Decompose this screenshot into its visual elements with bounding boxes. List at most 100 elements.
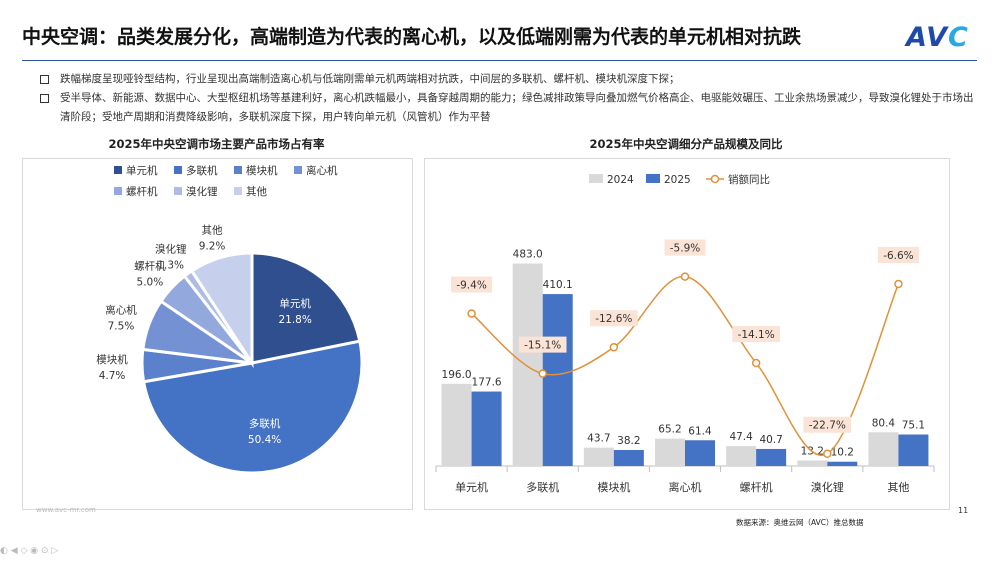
yoy-marker	[823, 449, 832, 458]
bar-2024	[726, 446, 757, 466]
x-tick-label: 其他	[887, 481, 909, 494]
legend-swatch	[589, 174, 603, 183]
bar-2025-label: 177.6	[472, 377, 502, 389]
pie-slice-name: 单元机	[279, 297, 311, 310]
page-number: 11	[958, 506, 969, 515]
bar-2024	[655, 438, 685, 466]
legend-label: 2025	[664, 174, 691, 186]
yoy-marker	[609, 342, 619, 352]
bar-2024-label: 80.4	[872, 417, 896, 429]
bar-2024-label: 47.4	[729, 431, 753, 443]
pie-slice-value: 50.4%	[248, 434, 281, 446]
bar-2024-label: 483.0	[513, 249, 543, 261]
yoy-label: -22.7%	[809, 420, 846, 432]
bar-2024-label: 196.0	[442, 369, 472, 381]
yoy-marker	[467, 309, 476, 318]
yoy-label-bg	[518, 336, 567, 353]
pie-slice-value: 5.0%	[137, 277, 164, 289]
x-tick-label: 多联机	[526, 480, 559, 494]
bar-2024	[441, 383, 472, 466]
legend-swatch	[114, 166, 122, 174]
legend-label: 其他	[246, 185, 267, 198]
bar-2025-label: 40.7	[759, 434, 782, 446]
pie-slice-value: 7.5%	[108, 320, 135, 332]
yoy-marker	[751, 358, 761, 368]
legend-swatch	[294, 166, 302, 174]
bar-2025	[471, 391, 502, 466]
pie-slice-value: 1.3%	[157, 260, 184, 272]
pie-slice-name: 模块机	[96, 353, 128, 366]
yoy-label-bg	[732, 326, 780, 343]
legend-label: 溴化锂	[186, 185, 218, 198]
bar-2025	[613, 449, 644, 466]
legend-marker	[710, 174, 720, 184]
pie-chart-title: 2025年中央空调市场主要产品市场占有率	[108, 137, 325, 151]
bar-2025	[685, 440, 715, 466]
pie-slice-value: 9.2%	[199, 240, 226, 252]
bar-2025	[542, 294, 573, 466]
legend-label: 2024	[607, 174, 634, 186]
bar-2024	[512, 263, 543, 466]
legend-label: 离心机	[306, 164, 338, 177]
pie-slice-name: 离心机	[105, 303, 137, 316]
data-source: 数据来源：奥维云网（AVC）推总数据	[736, 518, 864, 527]
toolbar-icons[interactable]: ◐ ◀ ◇ ◉ ⊙ ▷	[0, 546, 59, 556]
bullet-text: 受半导体、新能源、数据中心、大型枢纽机场等基建利好，离心机跌幅最小，具备穿越周期…	[60, 92, 974, 123]
page-title: 中央空调：品类发展分化，高端制造为代表的离心机，以及低端刚需为代表的单元机相对抗…	[22, 26, 802, 48]
legend-label: 单元机	[126, 164, 158, 177]
yoy-label: -14.1%	[738, 329, 775, 341]
legend-swatch	[114, 187, 122, 195]
legend-swatch	[174, 187, 182, 195]
yoy-label-bg	[451, 276, 493, 293]
bar-2024	[868, 432, 899, 466]
pie-slice	[189, 251, 254, 369]
x-tick-label: 模块机	[597, 480, 630, 494]
bar-2024-label: 65.2	[658, 424, 681, 436]
yoy-label-bg	[664, 239, 706, 256]
pie-slice-name: 其他	[202, 223, 223, 236]
x-tick-label: 离心机	[669, 480, 702, 494]
yoy-label: -6.6%	[883, 250, 913, 262]
yoy-label: -9.4%	[456, 279, 486, 291]
yoy-label: -5.9%	[670, 243, 700, 255]
summary-bullets: 跌幅梯度呈现哑铃型结构，行业呈现出高端制造离心机与低端刚需单元机两端相对抗跌，中…	[40, 70, 975, 127]
legend-swatch	[174, 166, 182, 174]
bullet-box-icon	[40, 75, 49, 84]
bar-2025-label: 10.2	[831, 447, 854, 459]
bar-2024	[583, 447, 614, 466]
yoy-label-bg	[877, 246, 919, 263]
yoy-marker	[538, 369, 547, 378]
footer-url: www.avc-mr.com	[36, 506, 96, 514]
bar-2025-label: 38.2	[617, 435, 640, 447]
pie-slice	[141, 339, 364, 475]
pie-slice-value: 21.8%	[278, 314, 311, 326]
x-tick-label: 单元机	[455, 480, 488, 494]
legend-label: 销额同比	[728, 173, 770, 186]
yoy-label: -15.1%	[524, 340, 561, 352]
pie-slice-name: 螺杆机	[134, 260, 166, 273]
legend-swatch	[646, 174, 660, 183]
bar-2025-label: 75.1	[902, 420, 925, 432]
yoy-label-bg	[590, 310, 638, 327]
yoy-marker	[894, 279, 903, 289]
bar-chart-title: 2025年中央空调细分产品规模及同比	[589, 137, 783, 151]
bar-2025-label: 410.1	[543, 279, 573, 291]
bullet-text: 跌幅梯度呈现哑铃型结构，行业呈现出高端制造离心机与低端刚需单元机两端相对抗跌，中…	[60, 73, 680, 85]
bar-2024	[797, 460, 828, 466]
bar-2025	[827, 461, 858, 466]
bullet-item: 受半导体、新能源、数据中心、大型枢纽机场等基建利好，离心机跌幅最小，具备穿越周期…	[40, 89, 975, 127]
bar-2024-label: 43.7	[587, 433, 610, 445]
bar-2025	[756, 448, 787, 466]
title-divider	[22, 60, 977, 61]
avc-logo: AVC	[906, 22, 969, 53]
yoy-label-bg	[803, 416, 852, 433]
bar-2025-label: 61.4	[688, 425, 712, 437]
pie-slice	[250, 251, 362, 365]
yoy-marker	[680, 272, 690, 281]
pie-slice-name: 多联机	[249, 417, 281, 430]
bar-2025	[898, 434, 929, 466]
x-tick-label: 螺杆机	[740, 480, 773, 494]
legend-swatch	[234, 166, 242, 174]
pie-slice-name: 溴化锂	[155, 243, 187, 256]
